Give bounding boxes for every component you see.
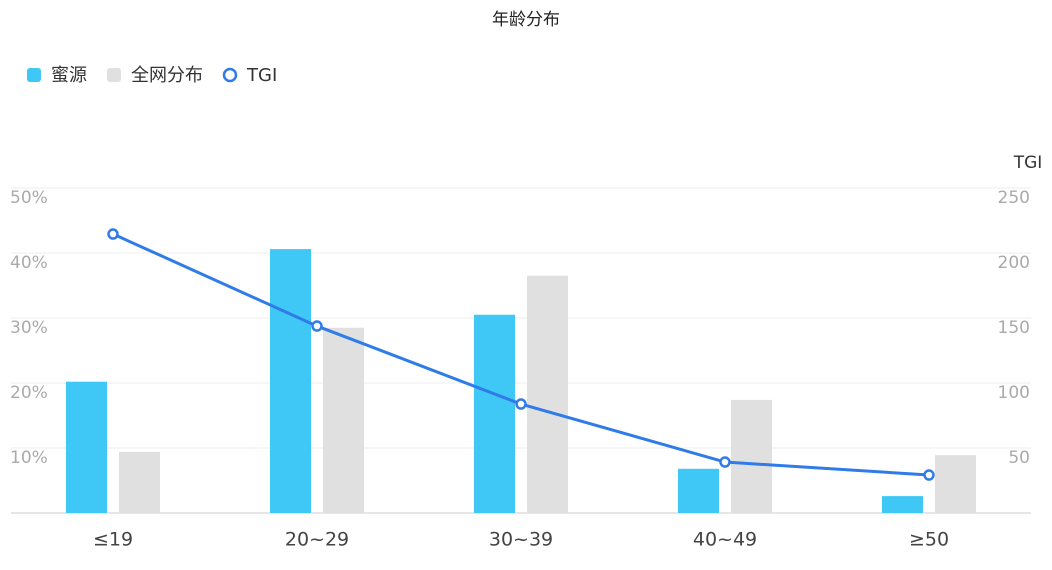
bar (474, 314, 515, 513)
line-point (107, 228, 119, 240)
y2-tick-label: 150 (998, 318, 1030, 338)
line (112, 232, 930, 477)
bar (678, 468, 719, 513)
y-tick-label: 30% (10, 318, 48, 338)
bar (935, 455, 976, 513)
x-tick-label: 20~29 (285, 529, 349, 551)
line-point (515, 398, 527, 410)
x-tick-label: ≤19 (93, 529, 133, 551)
bar (66, 381, 107, 513)
bar (119, 451, 160, 513)
bar (731, 399, 772, 513)
legend-label[interactable]: 全网分布 (131, 65, 203, 86)
y2-tick-label: 50 (1008, 448, 1030, 468)
legend-label[interactable]: 蜜源 (51, 65, 87, 86)
y-tick-label: 10% (10, 448, 48, 468)
legend-marker[interactable] (222, 67, 238, 83)
y2-tick-label: 100 (998, 383, 1030, 403)
y2-tick-label: 200 (998, 253, 1030, 273)
y2-axis-title: TGI (1013, 153, 1043, 173)
x-tick-label: ≥50 (909, 529, 949, 551)
line-point (923, 469, 935, 481)
x-tick-label: 30~39 (489, 529, 553, 551)
bar (882, 496, 923, 513)
y-tick-label: 50% (10, 188, 48, 208)
y2-tick-label: 250 (998, 188, 1030, 208)
legend-label[interactable]: TGI (246, 65, 277, 86)
line-point (719, 456, 731, 468)
x-tick-label: 40~49 (693, 529, 757, 551)
line-point (311, 320, 323, 332)
bar (527, 275, 568, 513)
legend-marker[interactable] (107, 68, 121, 82)
chart-title: 年龄分布 (492, 10, 560, 30)
legend-marker[interactable] (27, 68, 41, 82)
y-tick-label: 40% (10, 253, 48, 273)
bar (323, 327, 364, 513)
bar (270, 249, 311, 513)
y-tick-label: 20% (10, 383, 48, 403)
